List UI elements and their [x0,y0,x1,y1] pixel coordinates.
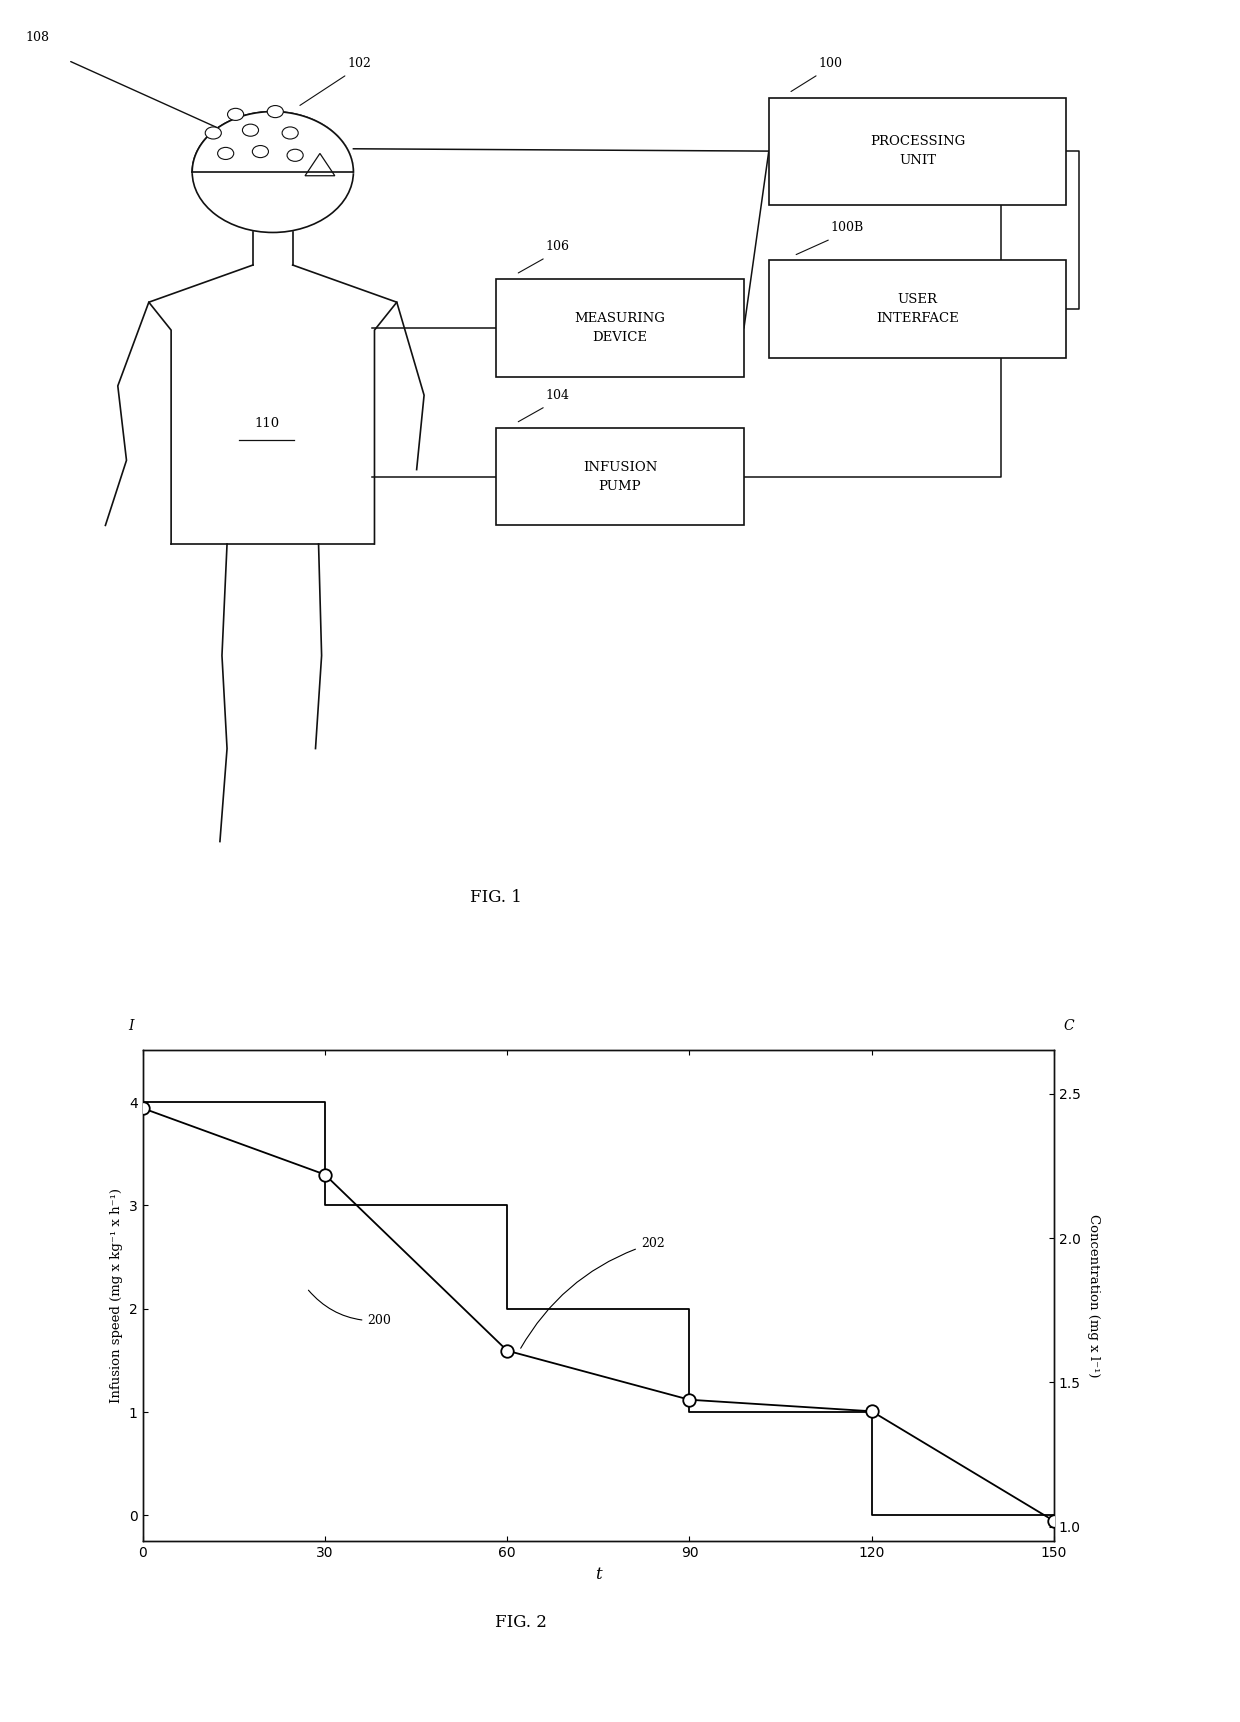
Text: C: C [1063,1019,1074,1033]
Y-axis label: Concentration (mg x l⁻¹): Concentration (mg x l⁻¹) [1087,1214,1100,1378]
Circle shape [288,150,303,162]
Bar [769,98,1066,205]
Text: INFUSION
PUMP: INFUSION PUMP [583,460,657,492]
Text: FIG. 1: FIG. 1 [470,889,522,906]
X-axis label: t: t [595,1565,601,1583]
Circle shape [218,148,233,160]
Text: 106: 106 [546,239,569,253]
Text: FIG. 2: FIG. 2 [495,1614,547,1631]
Text: 100: 100 [818,57,842,69]
Circle shape [192,112,353,232]
Text: 100B: 100B [831,222,864,234]
Bar [769,260,1066,358]
Text: 202: 202 [521,1236,665,1348]
Text: 110: 110 [254,417,279,429]
Circle shape [268,105,284,117]
Circle shape [228,108,243,121]
Text: MEASURING
DEVICE: MEASURING DEVICE [574,312,666,344]
Text: 104: 104 [546,389,569,401]
Circle shape [205,127,221,139]
Text: 200: 200 [309,1290,392,1328]
Circle shape [243,124,259,136]
Circle shape [283,127,299,139]
Text: 108: 108 [25,31,50,43]
Circle shape [253,146,269,158]
Text: I: I [128,1019,134,1033]
Text: 102: 102 [347,57,371,69]
Y-axis label: Infusion speed (mg x kg⁻¹ x h⁻¹): Infusion speed (mg x kg⁻¹ x h⁻¹) [110,1188,123,1403]
Text: USER
INTERFACE: USER INTERFACE [877,293,959,325]
Text: PROCESSING
UNIT: PROCESSING UNIT [870,134,965,167]
Bar [496,279,744,377]
Bar [496,427,744,525]
